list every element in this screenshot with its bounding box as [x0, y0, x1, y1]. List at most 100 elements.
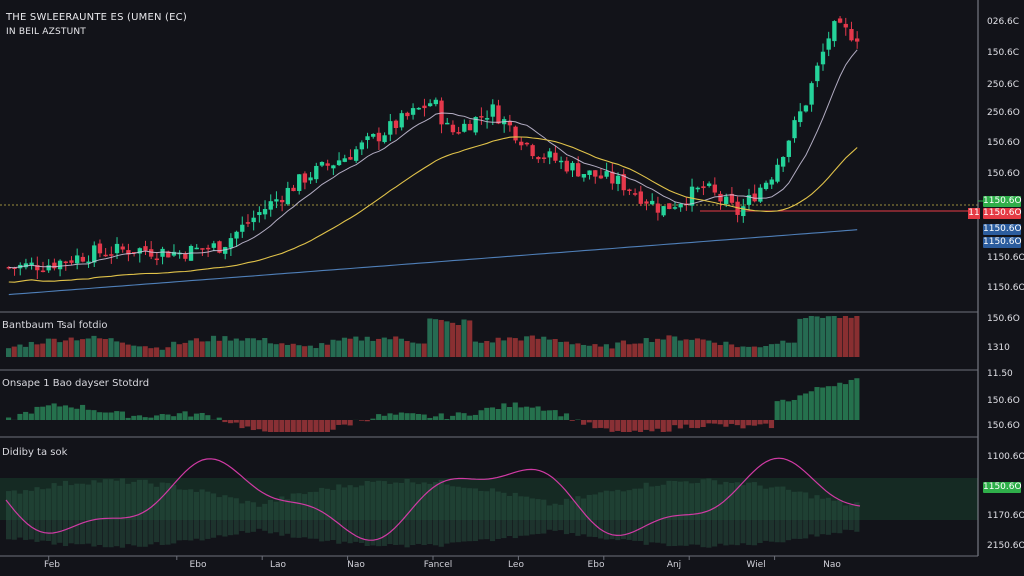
candle-body: [302, 173, 308, 183]
panel2-tick: 150.6O: [987, 396, 1020, 406]
candle-body: [422, 105, 427, 109]
candle-body: [798, 111, 803, 123]
oscillator-bar: [427, 483, 433, 545]
oscillator-bar: [364, 480, 370, 547]
candle-body: [758, 187, 763, 202]
oscillator-bar: [165, 483, 171, 545]
oscillator-bar: [655, 485, 661, 543]
volume-bar: [637, 343, 644, 357]
oscillator-bar: [421, 482, 427, 546]
histogram-bar: [598, 420, 604, 428]
oscillator-bar: [677, 481, 683, 546]
histogram-bar: [569, 420, 575, 421]
oscillator-bar: [575, 496, 581, 536]
volume-bar: [450, 322, 456, 357]
candle-body: [57, 260, 63, 270]
histogram-bar: [489, 407, 496, 420]
histogram-bar: [142, 417, 148, 420]
volume-bar: [489, 342, 496, 357]
oscillator-bar: [245, 500, 251, 533]
histogram-bar: [512, 402, 518, 420]
candle-body: [763, 182, 769, 190]
candle-body: [746, 195, 752, 205]
histogram-bar: [6, 417, 12, 420]
oscillator-bar: [831, 500, 837, 533]
histogram-bar: [176, 413, 182, 420]
candle-body: [92, 245, 97, 263]
volume-bar: [11, 346, 17, 357]
oscillator-bar: [319, 487, 325, 542]
oscillator-bar: [791, 491, 797, 539]
volume-bar: [74, 340, 80, 357]
candle-body: [524, 142, 530, 145]
candle-body: [126, 250, 131, 255]
candle-body: [604, 171, 609, 177]
histogram-bar: [233, 420, 239, 423]
candle-body: [314, 165, 319, 180]
volume-bar: [546, 339, 552, 357]
candle-body: [644, 201, 649, 204]
candle-body: [581, 174, 587, 178]
oscillator-bar: [734, 482, 740, 546]
volume-bar: [102, 339, 108, 357]
volume-bar: [353, 336, 359, 357]
volume-bar: [85, 338, 91, 357]
candle-body: [638, 191, 643, 204]
panel2-tick: 150.6O: [987, 421, 1020, 431]
volume-bar: [148, 348, 154, 357]
volume-bar: [768, 344, 775, 357]
volume-bar: [472, 341, 478, 357]
histogram-bar: [34, 406, 40, 420]
oscillator-bar: [250, 502, 256, 532]
histogram-bar: [97, 412, 103, 420]
oscillator-bar: [23, 490, 29, 540]
candle-body: [706, 183, 712, 186]
histogram-bar: [495, 408, 501, 420]
histogram-bar: [370, 418, 376, 420]
volume-bar: [40, 343, 46, 357]
candle-body: [849, 29, 854, 41]
volume-bar: [706, 340, 712, 357]
oscillator-bar: [91, 480, 97, 547]
volume-bar: [774, 343, 780, 357]
oscillator-bar: [387, 483, 393, 545]
histogram-bar: [450, 415, 456, 420]
histogram-bar: [751, 420, 757, 426]
histogram-bar: [649, 420, 655, 432]
oscillator-bar: [780, 486, 786, 543]
oscillator-bar: [467, 488, 473, 542]
oscillator-bar: [433, 482, 439, 546]
histogram-bar: [626, 420, 632, 432]
volume-bar: [808, 316, 814, 357]
candle-body: [382, 135, 387, 143]
histogram-bar: [336, 420, 342, 425]
panel1-tick: 150.6O: [987, 314, 1020, 324]
oscillator-bar: [507, 495, 513, 537]
histogram-bar: [774, 401, 780, 420]
oscillator-bar: [119, 478, 125, 548]
oscillator-bar: [302, 494, 308, 538]
oscillator-bar: [837, 500, 843, 534]
volume-bar: [598, 346, 604, 357]
candle-body: [166, 251, 171, 258]
volume-bar: [97, 338, 103, 357]
histogram-bar: [524, 406, 530, 420]
volume-bar: [581, 344, 587, 357]
volume-bar: [757, 347, 763, 357]
volume-bar: [535, 338, 541, 357]
price-tick: 1150.6O: [987, 283, 1024, 293]
histogram-bar: [136, 415, 143, 420]
candle-body: [29, 262, 34, 266]
candle-body: [803, 105, 809, 112]
volume-bar: [80, 339, 86, 357]
oscillator-bar: [222, 495, 228, 537]
histogram-bar: [284, 420, 291, 432]
oscillator-bar: [797, 491, 803, 539]
histogram-bar: [729, 420, 735, 424]
oscillator-bar: [347, 485, 353, 544]
histogram-bar: [461, 413, 467, 420]
histogram-bar: [825, 386, 831, 420]
oscillator-bar: [410, 482, 416, 546]
volume-bar: [125, 344, 131, 357]
